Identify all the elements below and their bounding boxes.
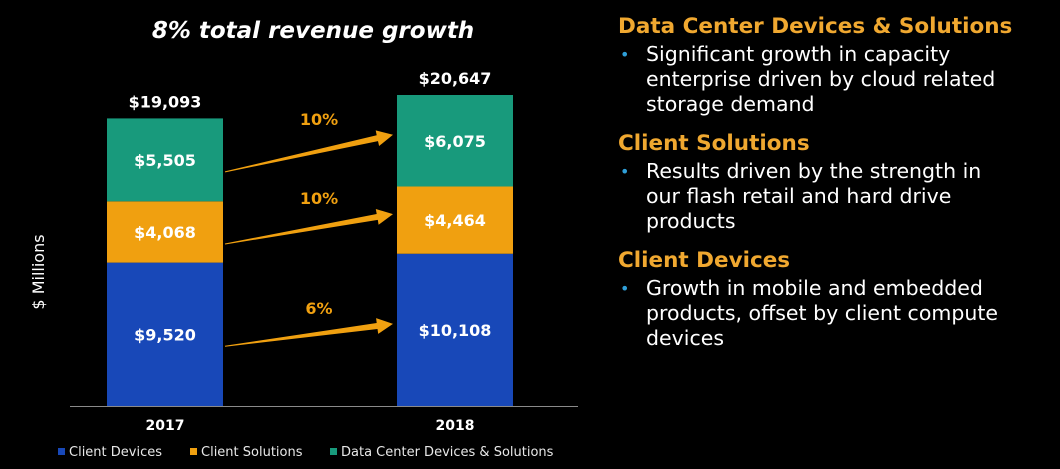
legend-swatch [190,448,197,455]
revenue-chart: 8% total revenue growth $ Millions $9,520 $… [29,18,578,460]
section-title: Client Devices [618,248,791,273]
legend-label: Client Solutions [201,445,303,460]
bullet-icon: • [620,45,630,64]
y-axis-label: $ Millions [29,234,48,309]
legend-label: Client Devices [69,445,162,460]
bar-segment [397,186,513,254]
bullet-icon: • [620,162,630,181]
commentary-panel: Data Center Devices & Solutions • Signif… [618,14,1058,365]
bullet-line: Growth in mobile and embedded [646,276,983,300]
growth-arrow [224,318,393,347]
bullet-item: • Results driven by the strength in our … [618,159,1058,234]
data-label: $5,505 [134,151,196,170]
bullet-line: our flash retail and hard drive [646,184,952,208]
bullet-text: Growth in mobile and embedded products, … [646,276,1058,351]
data-label: $10,108 [419,321,492,340]
legend-swatch [58,448,65,455]
section-title: Client Solutions [618,131,810,156]
bullet-line: products, offset by client compute [646,301,998,325]
bullet-line: products [646,209,736,233]
bullet-line: devices [646,326,725,350]
section-client-devices: Client Devices • Growth in mobile and em… [618,248,1058,351]
x-tick-label: 2017 [146,418,185,434]
legend-label: Data Center Devices & Solutions [341,445,554,460]
growth-arrow [224,209,393,245]
section-client-solutions: Client Solutions • Results driven by the… [618,131,1058,234]
bullet-line: enterprise driven by cloud related [646,67,996,91]
total-label: $20,647 [419,69,492,88]
data-label: $9,520 [134,325,196,344]
chart-title: 8% total revenue growth [152,18,474,44]
total-label: $19,093 [129,92,202,111]
growth-label: 10% [300,189,338,208]
data-label: $6,075 [424,132,486,151]
section-title: Data Center Devices & Solutions [618,14,1013,39]
bar-segment [397,253,513,406]
bullet-text: Significant growth in capacity enterpris… [646,42,1058,117]
bar-segment [107,118,223,202]
bullet-item: • Significant growth in capacity enterpr… [618,42,1058,117]
legend-swatch [330,448,337,455]
bullet-item: • Growth in mobile and embedded products… [618,276,1058,351]
bar-segment [107,262,223,406]
data-label: $4,068 [134,223,196,242]
bullet-line: Significant growth in capacity [646,42,951,66]
bullet-text: Results driven by the strength in our fl… [646,159,1058,234]
growth-arrow [224,130,393,173]
bar-segment [107,201,223,263]
growth-label: 10% [300,110,338,129]
bullet-icon: • [620,279,630,298]
bar-segment [397,95,513,187]
bullet-line: storage demand [646,92,815,116]
bullet-line: Results driven by the strength in [646,159,982,183]
data-label: $4,464 [424,211,486,230]
growth-label: 6% [305,299,332,318]
section-data-center: Data Center Devices & Solutions • Signif… [618,14,1058,117]
x-tick-label: 2018 [436,418,475,434]
